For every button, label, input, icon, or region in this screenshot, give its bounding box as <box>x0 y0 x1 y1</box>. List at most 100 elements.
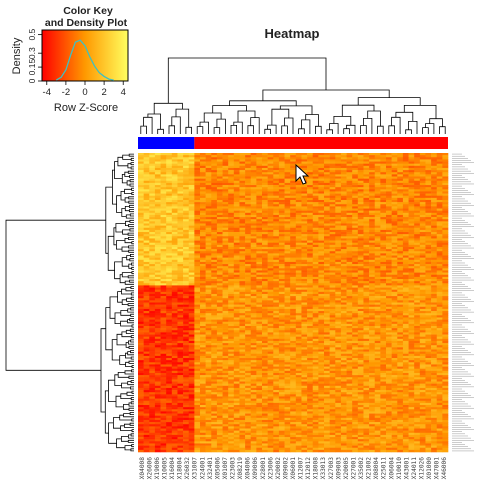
heatmap-cell <box>222 219 229 222</box>
heatmap-cell <box>194 279 201 282</box>
heatmap-cell <box>267 206 274 209</box>
heatmap-cell <box>239 176 246 179</box>
row-dendrogram-branch <box>125 287 134 292</box>
heatmap-cell <box>143 208 150 211</box>
heatmap-cell <box>301 159 308 162</box>
heatmap-cell <box>267 264 274 267</box>
heatmap-cell <box>154 176 161 179</box>
heatmap-cell <box>425 268 432 271</box>
heatmap-cell <box>324 219 330 222</box>
heatmap-cell <box>166 191 173 194</box>
heatmap-cell <box>194 321 201 325</box>
heatmap-cell <box>374 249 381 252</box>
heatmap-cell <box>363 289 370 293</box>
heatmap-cell <box>307 195 314 199</box>
heatmap-cell <box>273 272 280 276</box>
heatmap-cell <box>374 246 381 250</box>
heatmap-cell <box>222 161 229 164</box>
heatmap-cell <box>200 330 206 333</box>
heatmap-cell <box>188 255 195 258</box>
heatmap-cell <box>250 289 257 293</box>
heatmap-cell <box>408 323 415 327</box>
heatmap-cell <box>431 170 438 173</box>
heatmap-cell <box>171 257 178 261</box>
heatmap-cell <box>216 261 223 265</box>
heatmap-cell <box>177 210 184 214</box>
row-dendrogram-branch <box>117 372 129 378</box>
heatmap-cell <box>436 328 443 331</box>
heatmap-cell <box>245 261 252 265</box>
heatmap-cell <box>267 296 274 299</box>
heatmap-cell <box>143 153 150 156</box>
heatmap-cell <box>386 308 392 312</box>
heatmap-cell <box>245 189 252 192</box>
heatmap-cell <box>340 268 347 271</box>
heatmap-cell <box>391 219 398 222</box>
heatmap-cell <box>138 202 144 205</box>
heatmap-cell <box>183 212 190 216</box>
heatmap-cell <box>143 334 150 337</box>
heatmap-cell <box>233 321 240 325</box>
heatmap-cell <box>402 244 409 248</box>
heatmap-cell <box>295 321 302 325</box>
heatmap-cell <box>262 157 268 160</box>
heatmap-cell <box>228 212 235 216</box>
heatmap-cell <box>324 214 330 218</box>
column-group-bar <box>138 137 195 149</box>
heatmap-cell <box>357 323 364 327</box>
heatmap-cell <box>216 219 223 222</box>
heatmap-cell <box>222 281 229 284</box>
heatmap-cell <box>143 319 150 323</box>
heatmap-cell <box>222 163 229 167</box>
heatmap-cell <box>442 174 449 177</box>
heatmap-cell <box>205 193 212 197</box>
heatmap-cell <box>318 332 325 335</box>
heatmap-cell <box>154 251 161 254</box>
heatmap-cell <box>262 236 268 239</box>
heatmap-cell <box>329 163 336 167</box>
heatmap-cell <box>267 251 274 254</box>
heatmap-cell <box>324 311 330 314</box>
heatmap-cell <box>256 285 263 288</box>
heatmap-cell <box>166 182 173 186</box>
heatmap-cell <box>143 293 150 297</box>
heatmap-cell <box>301 336 308 340</box>
heatmap-cell <box>211 325 218 329</box>
heatmap-cell <box>166 174 173 177</box>
heatmap-cell <box>262 165 268 169</box>
heatmap-cell <box>273 285 280 288</box>
heatmap-cell <box>194 308 201 312</box>
heatmap-cell <box>216 289 223 293</box>
heatmap-cell <box>357 174 364 177</box>
heatmap-cell <box>194 236 201 239</box>
row-dendrogram-branch <box>114 261 123 280</box>
row-dendrogram-branch <box>129 209 134 213</box>
heatmap-cell <box>374 276 381 280</box>
heatmap-cell <box>301 176 308 179</box>
heatmap-cell <box>250 161 257 164</box>
heatmap-cell <box>233 217 240 220</box>
column-dendrogram-branch <box>271 108 290 126</box>
heatmap-cell <box>419 217 426 220</box>
heatmap-cell <box>183 325 190 329</box>
heatmap-cell <box>284 317 291 320</box>
heatmap-cell <box>369 319 376 323</box>
heatmap-cell <box>335 240 342 243</box>
heatmap-cell <box>183 246 190 250</box>
heatmap-cell <box>391 311 398 314</box>
heatmap-cell <box>408 257 415 261</box>
heatmap-cell <box>425 210 432 214</box>
heatmap-cell <box>250 336 257 340</box>
heatmap-cell <box>397 291 404 295</box>
heatmap-cell <box>318 246 325 250</box>
heatmap-cell <box>228 306 235 310</box>
heatmap-cell <box>262 285 268 288</box>
heatmap-cell <box>239 246 246 250</box>
heatmap-cell <box>318 270 325 273</box>
heatmap-cell <box>346 272 353 276</box>
heatmap-cell <box>363 176 370 179</box>
heatmap-cell <box>222 332 229 335</box>
heatmap-cell <box>290 246 297 250</box>
heatmap-cell <box>307 261 314 265</box>
heatmap-cell <box>329 298 336 301</box>
